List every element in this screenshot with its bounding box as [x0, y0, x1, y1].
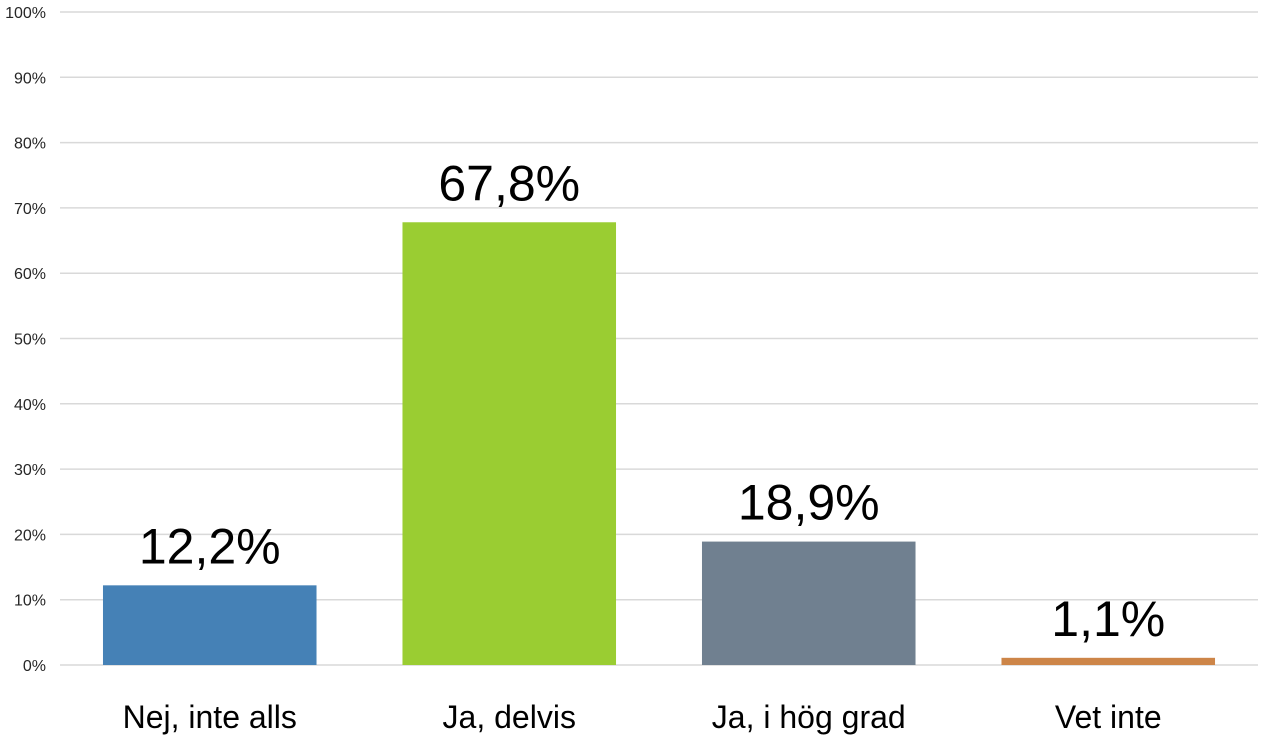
bar — [701, 541, 916, 665]
y-tick-label: 10% — [14, 593, 46, 610]
x-axis-tick-labels: Nej, inte alls Ja, delvis Ja, i hög grad Ve… — [123, 699, 1162, 735]
data-label: 18,9% — [738, 475, 880, 531]
x-tick-label: Ja, delvis — [443, 699, 576, 735]
bars — [102, 222, 1216, 666]
y-tick-label: 50% — [14, 332, 46, 349]
y-tick-label: 70% — [14, 201, 46, 218]
data-label: 67,8% — [438, 155, 580, 211]
y-tick-label: 40% — [14, 397, 46, 414]
bar — [1001, 657, 1216, 665]
y-axis-tick-labels: 0% 10% 20% 30% 40% 50% 60% 70% 80% 90% 100% — [5, 5, 46, 675]
bar — [102, 585, 317, 665]
y-tick-label: 100% — [5, 5, 46, 22]
y-tick-label: 90% — [14, 70, 46, 87]
y-tick-label: 80% — [14, 136, 46, 153]
x-tick-label: Ja, i hög grad — [712, 699, 906, 735]
y-tick-label: 30% — [14, 462, 46, 479]
x-tick-label: Vet inte — [1055, 699, 1162, 735]
y-tick-label: 0% — [23, 658, 46, 675]
bar — [402, 222, 617, 666]
data-labels: 12,2% 67,8% 18,9% 1,1% — [139, 155, 1165, 647]
data-label: 12,2% — [139, 518, 281, 574]
y-tick-label: 20% — [14, 527, 46, 544]
y-tick-label: 60% — [14, 266, 46, 283]
x-tick-label: Nej, inte alls — [123, 699, 297, 735]
data-label: 1,1% — [1051, 591, 1165, 647]
